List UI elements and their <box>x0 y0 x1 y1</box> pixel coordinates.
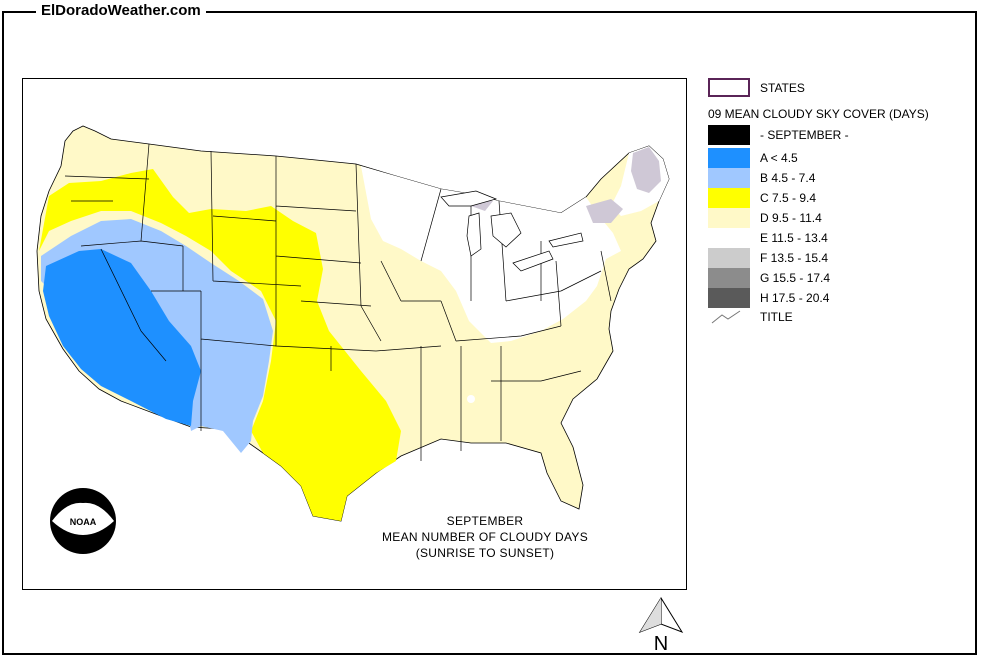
legend-month-swatch <box>708 125 750 145</box>
legend-class-swatch <box>708 268 750 288</box>
north-arrow: N <box>638 597 684 655</box>
zone-e-great-lakes <box>361 166 621 343</box>
legend-class-label: G 15.5 - 17.4 <box>760 271 831 285</box>
caption-line-title: MEAN NUMBER OF CLOUDY DAYS <box>381 530 589 544</box>
zone-f-adirondack <box>586 199 623 223</box>
outer-frame <box>2 11 977 655</box>
legend-class-swatch <box>708 188 750 208</box>
caption-line-note: (SUNRISE TO SUNSET) <box>415 546 555 560</box>
zone-c-northwest <box>39 169 401 521</box>
legend-class-swatch <box>708 148 750 168</box>
zone-a-southwest <box>43 249 201 426</box>
patch-e-georgia <box>467 395 475 403</box>
noaa-logo-text: NOAA <box>70 517 97 527</box>
site-title: ElDoradoWeather.com <box>36 2 206 20</box>
legend-states-swatch <box>708 78 750 97</box>
legend-title-label: TITLE <box>760 310 793 324</box>
legend-class-label: H 17.5 - 20.4 <box>760 291 830 305</box>
legend-class-label: A < 4.5 <box>760 151 798 165</box>
cloudy-days-map: NOAA <box>36 125 670 554</box>
legend-class-swatch <box>708 228 750 248</box>
legend-month-label: - SEPTEMBER - <box>760 128 849 142</box>
noaa-logo: NOAA <box>50 488 116 554</box>
legend-states-label: STATES <box>760 81 805 95</box>
north-arrow-label: N <box>654 633 668 655</box>
legend-class-label: B 4.5 - 7.4 <box>760 171 816 185</box>
legend-class-label: E 11.5 - 13.4 <box>760 231 828 245</box>
legend-class-swatch <box>708 208 750 228</box>
legend-title: TITLE <box>708 307 793 327</box>
legend-class-label: F 13.5 - 15.4 <box>760 251 829 265</box>
legend-class-swatch <box>708 248 750 268</box>
legend-heading: 09 MEAN CLOUDY SKY COVER (DAYS) <box>708 107 929 121</box>
map-caption: SEPTEMBER MEAN NUMBER OF CLOUDY DAYS (SU… <box>330 513 640 561</box>
map-frame: NOAA <box>22 78 687 590</box>
legend-class-label: D 9.5 - 11.4 <box>760 211 822 225</box>
legend-class-swatch <box>708 168 750 188</box>
great-lakes <box>440 190 584 272</box>
legend-class-label: C 7.5 - 9.4 <box>760 191 817 205</box>
title-line-icon <box>711 310 741 324</box>
state-boundaries <box>64 143 612 461</box>
caption-line-month: SEPTEMBER <box>446 514 524 528</box>
zone-f-maine <box>631 147 661 193</box>
legend-class-swatch <box>708 288 750 308</box>
